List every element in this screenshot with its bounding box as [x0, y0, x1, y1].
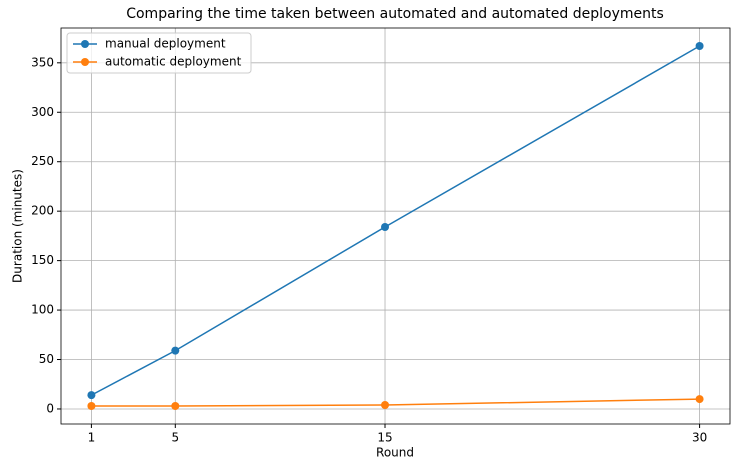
legend-label: manual deployment: [105, 37, 226, 51]
chart-title: Comparing the time taken between automat…: [126, 6, 664, 22]
marker: [171, 346, 180, 355]
marker: [695, 395, 704, 404]
marker: [87, 391, 96, 400]
marker: [381, 401, 390, 410]
line: [91, 398, 700, 407]
marker: [171, 402, 180, 410]
y-tick-label: 350: [31, 55, 54, 69]
legend-box: [66, 32, 252, 74]
line: [91, 45, 700, 396]
x-tick-label: 5: [171, 431, 179, 445]
plot-frame: [60, 27, 731, 425]
x-tick-label: 15: [377, 431, 392, 445]
y-tick-label: 50: [39, 352, 54, 366]
y-tick-label: 200: [31, 204, 54, 218]
y-tick-label: 300: [31, 105, 54, 119]
x-tick-label: 1: [88, 431, 96, 445]
marker: [381, 222, 390, 231]
marker: [87, 402, 96, 410]
y-tick-label: 100: [31, 303, 54, 317]
x-tick-label: 30: [692, 431, 707, 445]
y-tick-label: 150: [31, 253, 54, 267]
y-tick-label: 0: [46, 401, 54, 415]
legend-label: automatic deployment: [105, 55, 242, 69]
x-axis-label: Round: [376, 446, 414, 460]
legend-marker: [81, 58, 89, 66]
y-axis-label: Duration (minutes): [11, 169, 25, 283]
y-tick-label: 250: [31, 154, 54, 168]
legend-marker: [81, 40, 89, 48]
marker: [695, 42, 704, 50]
